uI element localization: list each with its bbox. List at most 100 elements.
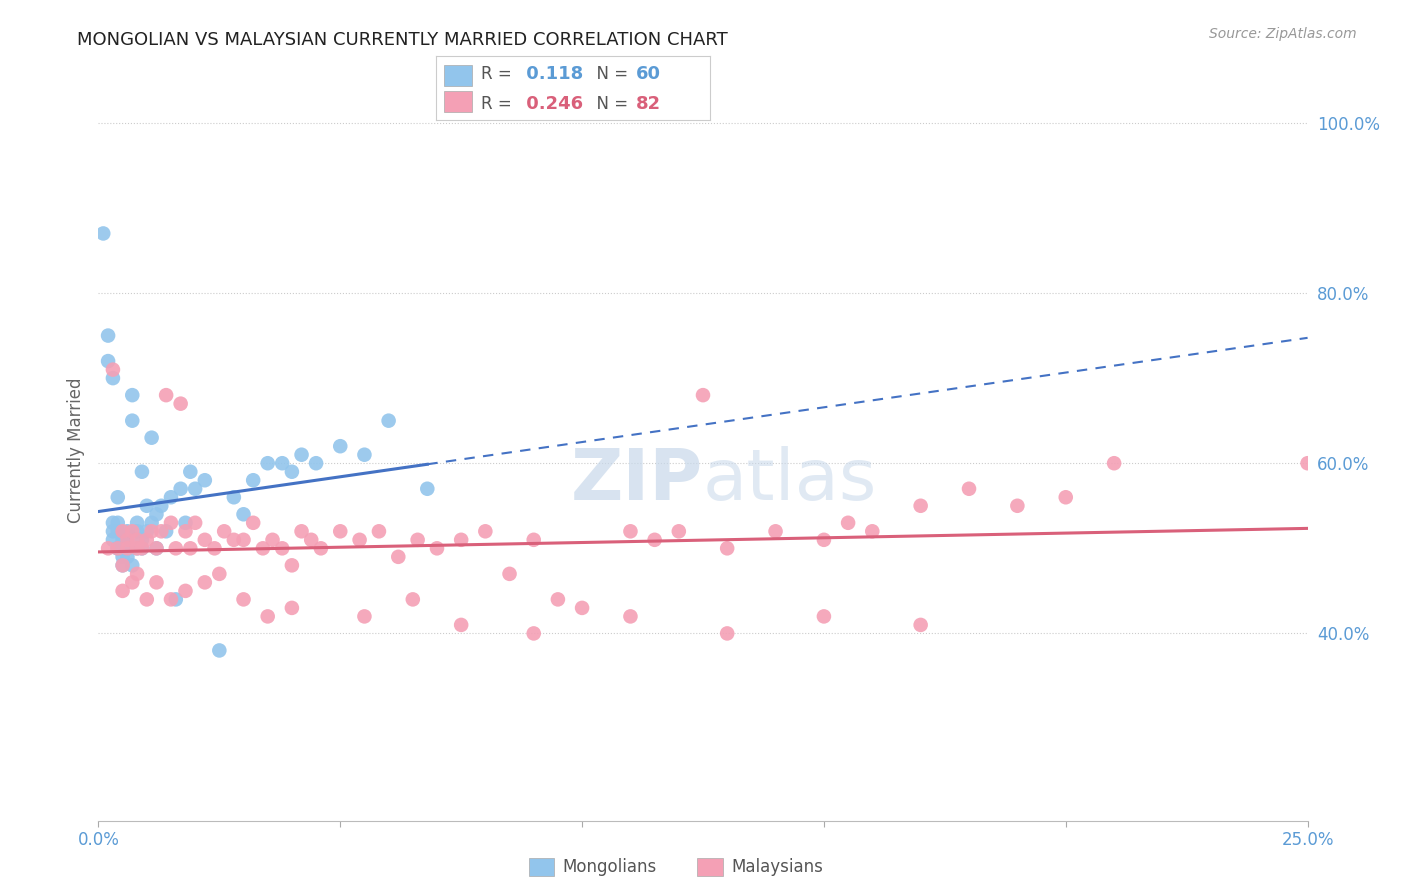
- Text: atlas: atlas: [703, 446, 877, 515]
- Point: [402, 592, 425, 607]
- Point: [145, 541, 167, 556]
- Point: [131, 465, 153, 479]
- Point: [179, 541, 201, 556]
- Bar: [697, 858, 723, 876]
- Text: N =: N =: [586, 65, 634, 83]
- Point: [957, 482, 980, 496]
- Point: [160, 516, 183, 530]
- Point: [619, 609, 641, 624]
- Point: [174, 583, 197, 598]
- Point: [837, 516, 859, 530]
- Point: [111, 533, 134, 547]
- Point: [111, 558, 134, 573]
- Point: [101, 371, 124, 385]
- Text: N =: N =: [586, 95, 634, 113]
- Point: [232, 508, 254, 522]
- Point: [97, 354, 120, 368]
- Point: [179, 465, 201, 479]
- Point: [547, 592, 569, 607]
- Point: [135, 533, 157, 547]
- Point: [368, 524, 391, 539]
- Point: [117, 541, 139, 556]
- Point: [169, 397, 191, 411]
- Bar: [529, 858, 554, 876]
- Y-axis label: Currently Married: Currently Married: [66, 377, 84, 524]
- Point: [290, 524, 312, 539]
- Point: [765, 524, 787, 539]
- Point: [111, 558, 134, 573]
- Text: 0.118: 0.118: [520, 65, 583, 83]
- Point: [377, 414, 399, 428]
- Point: [121, 524, 143, 539]
- Point: [290, 448, 312, 462]
- Point: [107, 524, 129, 539]
- Point: [194, 575, 217, 590]
- Text: MONGOLIAN VS MALAYSIAN CURRENTLY MARRIED CORRELATION CHART: MONGOLIAN VS MALAYSIAN CURRENTLY MARRIED…: [77, 31, 728, 49]
- Point: [668, 524, 690, 539]
- Point: [145, 508, 167, 522]
- Point: [141, 524, 163, 539]
- Text: Source: ZipAtlas.com: Source: ZipAtlas.com: [1209, 27, 1357, 41]
- Bar: [444, 91, 472, 112]
- Point: [111, 541, 134, 556]
- Point: [127, 516, 149, 530]
- Point: [813, 533, 835, 547]
- Text: Mongolians: Mongolians: [562, 858, 657, 876]
- Point: [281, 600, 304, 615]
- Point: [222, 533, 245, 547]
- Point: [208, 566, 231, 581]
- Text: R =: R =: [481, 65, 517, 83]
- Point: [160, 592, 183, 607]
- Point: [111, 583, 134, 598]
- Point: [107, 490, 129, 504]
- Point: [145, 541, 167, 556]
- Point: [150, 524, 173, 539]
- Point: [716, 626, 738, 640]
- Point: [910, 499, 932, 513]
- Point: [131, 533, 153, 547]
- Point: [97, 328, 120, 343]
- Point: [353, 448, 375, 462]
- Point: [107, 541, 129, 556]
- Point: [353, 609, 375, 624]
- Point: [813, 609, 835, 624]
- Point: [194, 533, 217, 547]
- Point: [212, 524, 235, 539]
- Text: R =: R =: [481, 95, 517, 113]
- Point: [252, 541, 274, 556]
- Text: Malaysians: Malaysians: [731, 858, 823, 876]
- Point: [101, 533, 124, 547]
- Point: [571, 600, 593, 615]
- Point: [117, 524, 139, 539]
- Point: [716, 541, 738, 556]
- Text: 60: 60: [636, 65, 661, 83]
- Point: [498, 566, 520, 581]
- Point: [222, 490, 245, 504]
- Point: [117, 533, 139, 547]
- Point: [174, 524, 197, 539]
- Point: [91, 227, 114, 241]
- Point: [281, 465, 304, 479]
- Point: [169, 482, 191, 496]
- Point: [644, 533, 666, 547]
- Point: [184, 516, 207, 530]
- Point: [121, 575, 143, 590]
- Point: [406, 533, 429, 547]
- Point: [117, 533, 139, 547]
- Text: 82: 82: [636, 95, 661, 113]
- Point: [450, 533, 472, 547]
- Point: [619, 524, 641, 539]
- Point: [910, 618, 932, 632]
- Point: [165, 592, 187, 607]
- Point: [121, 558, 143, 573]
- Point: [111, 549, 134, 564]
- Point: [299, 533, 322, 547]
- Point: [184, 482, 207, 496]
- Point: [127, 524, 149, 539]
- Point: [127, 566, 149, 581]
- Point: [194, 473, 217, 487]
- Point: [232, 533, 254, 547]
- Point: [121, 414, 143, 428]
- Point: [117, 541, 139, 556]
- Point: [155, 388, 177, 402]
